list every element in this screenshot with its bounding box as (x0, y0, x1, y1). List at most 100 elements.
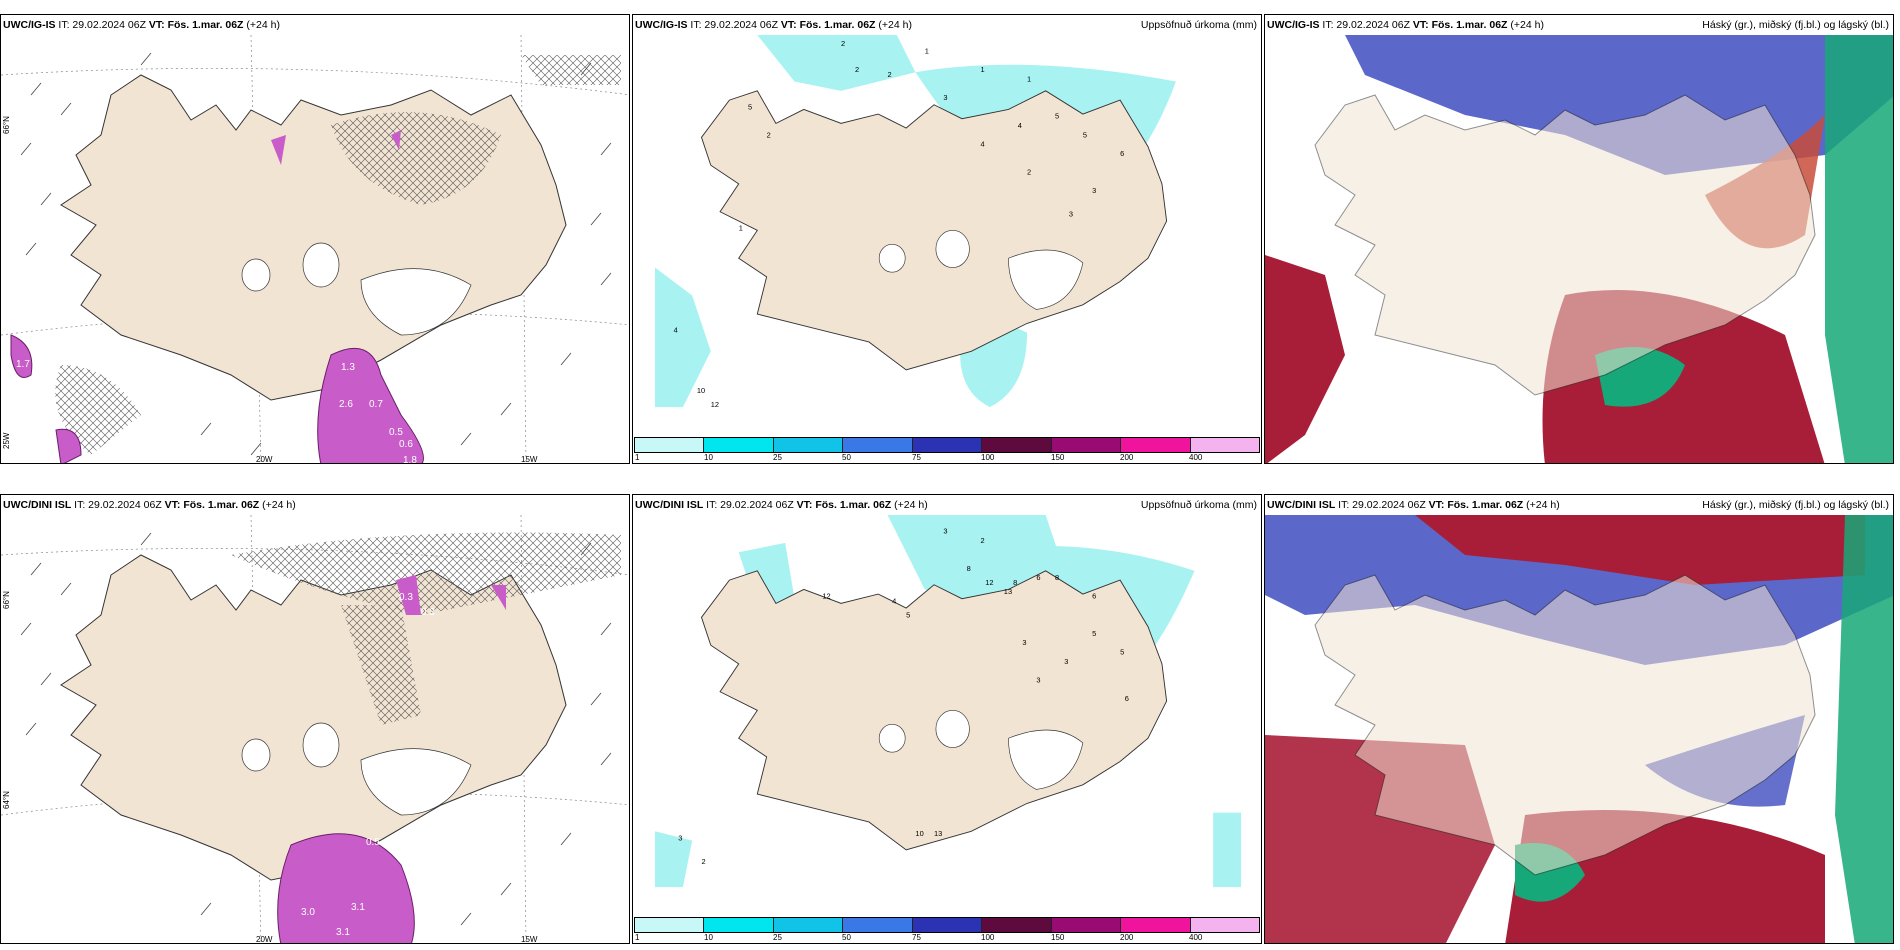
precip-value: 8 (967, 564, 971, 573)
valid-label: VT: (796, 499, 813, 511)
lon-label: 25W (2, 432, 11, 449)
precip-value: 12 (822, 592, 830, 601)
precip-value: 6 (1125, 694, 1129, 703)
valid-time: Fös. 1.mar. 06Z (799, 19, 876, 31)
snow-value: 1.8 (403, 455, 417, 464)
iceland-land (700, 570, 1168, 851)
lon-label: 20W (256, 935, 273, 944)
precip-value: 2 (1027, 168, 1031, 177)
snow-value: 0.7 (369, 399, 383, 410)
precip-value: 5 (1055, 112, 1059, 121)
precip-value: 3 (943, 527, 947, 536)
precip-value: 5 (906, 610, 910, 619)
precip-title: Uppsöfnuð úrkoma (mm) (1140, 499, 1257, 511)
iceland-land (60, 74, 567, 401)
precip-value: 6 (1092, 592, 1096, 601)
panel-header: UWC/DINI ISL IT: 29.02.2024 06Z VT: Fös.… (1267, 499, 1560, 511)
precip-value: 5 (748, 102, 752, 111)
precip-value: 2 (767, 130, 771, 139)
precip-map: 2 2 2 1 1 1 3 4 5 6 4 5 3 3 2 2 1 10 12 … (654, 35, 1176, 409)
init-time: IT: 29.02.2024 06Z (1338, 499, 1426, 511)
cloud-title: Háský (gr.), miðský (fj.bl.) og lágský (… (1702, 499, 1889, 511)
panel-wind-top: UWC/IG-IS IT: 29.02.2024 06Z VT: Fös. 1.… (0, 14, 630, 464)
snow-value: 0.3 (421, 607, 435, 618)
panel-precip-bottom: UWC/DINI ISL IT: 29.02.2024 06Z VT: Fös.… (632, 494, 1262, 944)
wind-barbs (20, 532, 612, 926)
precip-value: 3 (678, 834, 682, 843)
iceland-land (1314, 94, 1816, 396)
precip-value: 4 (892, 596, 896, 605)
wind-map: 1.3 2.6 0.7 0.5 0.6 1.8 1.7 66°N 20W 15W… (1, 35, 629, 464)
valid-time: Fös. 1.mar. 06Z (1431, 19, 1508, 31)
precip-value: 12 (711, 400, 719, 409)
iceland-land (1314, 574, 1816, 876)
panel-header: UWC/IG-IS IT: 29.02.2024 06Z VT: Fös. 1.… (1267, 19, 1544, 31)
precip-value: 2 (841, 39, 845, 48)
snow-area (277, 833, 415, 943)
cloud-title: Háský (gr.), miðský (fj.bl.) og lágský (… (1702, 19, 1889, 31)
precip-value: 12 (985, 578, 993, 587)
panel-cloud-top: UWC/IG-IS IT: 29.02.2024 06Z VT: Fös. 1.… (1264, 14, 1894, 464)
snow-value: 3.1 (336, 927, 350, 938)
panel-header: UWC/DINI ISL IT: 29.02.2024 06Z VT: Fös.… (3, 499, 296, 511)
snow-value: 1.7 (16, 359, 30, 370)
valid-label: VT: (148, 19, 165, 31)
model-name: UWC/IG-IS (1267, 19, 1320, 31)
precip-colorbar (634, 437, 1260, 453)
init-time: IT: 29.02.2024 06Z (74, 499, 162, 511)
panel-cloud-bottom: UWC/DINI ISL IT: 29.02.2024 06Z VT: Fös.… (1264, 494, 1894, 944)
iceland-land (60, 554, 567, 881)
lat-label: 66°N (2, 116, 11, 134)
precip-value: 6 (1120, 149, 1124, 158)
precip-value: 3 (1092, 186, 1096, 195)
snow-value: 3.0 (301, 907, 315, 918)
lead-time: (+24 h) (246, 19, 280, 31)
precip-value: 4 (674, 326, 678, 335)
precip-value: 3 (943, 93, 947, 102)
precip-values: 2 2 2 1 1 1 3 4 5 6 4 5 3 3 2 2 1 10 12 … (674, 39, 1125, 409)
init-time: IT: 29.02.2024 06Z (1322, 19, 1410, 31)
snow-value: 0.6 (399, 439, 413, 450)
init-time: IT: 29.02.2024 06Z (58, 19, 146, 31)
wind-barbs (20, 52, 612, 456)
precip-value: 10 (915, 829, 923, 838)
iceland-land (700, 90, 1168, 371)
valid-label: VT: (1412, 19, 1429, 31)
precip-value: 10 (697, 386, 705, 395)
precip-value: 3 (1069, 209, 1073, 218)
precip-value: 1 (1027, 75, 1031, 84)
snow-value: 3.1 (351, 902, 365, 913)
valid-label: VT: (780, 19, 797, 31)
precip-value: 8 (1055, 573, 1059, 582)
precip-value: 3 (1022, 638, 1026, 647)
precip-value: 1 (925, 47, 929, 56)
snow-value: 0.3 (399, 592, 413, 603)
lon-label: 20W (256, 455, 273, 464)
valid-time: Fös. 1.mar. 06Z (183, 499, 260, 511)
precip-value: 1 (981, 65, 985, 74)
precip-value: 2 (981, 536, 985, 545)
init-time: IT: 29.02.2024 06Z (690, 19, 778, 31)
model-name: UWC/DINI ISL (1267, 499, 1336, 511)
colorbar-labels: 1 10 25 50 75 100 150 200 400 (635, 453, 1203, 462)
precip-value: 13 (934, 829, 942, 838)
valid-time: Fös. 1.mar. 06Z (1447, 499, 1524, 511)
precip-title: Uppsöfnuð úrkoma (mm) (1140, 19, 1257, 31)
precip-map: 3 2 8 8 6 12 4 5 12 13 8 6 5 3 5 6 3 3 1… (654, 515, 1242, 888)
lead-time: (+24 h) (894, 499, 928, 511)
precip-value: 2 (888, 70, 892, 79)
model-name: UWC/DINI ISL (3, 499, 72, 511)
lead-time: (+24 h) (878, 19, 912, 31)
lon-label: 15W (521, 455, 538, 464)
valid-label: VT: (164, 499, 181, 511)
panel-header: UWC/IG-IS IT: 29.02.2024 06Z VT: Fös. 1.… (3, 19, 280, 31)
precip-values: 3 2 8 8 6 12 4 5 12 13 8 6 5 3 5 6 3 3 1… (678, 527, 1129, 866)
valid-label: VT: (1428, 499, 1445, 511)
snow-value: 0.5 (389, 427, 403, 438)
precip-value: 5 (1120, 648, 1124, 657)
lat-label: 64°N (2, 791, 11, 809)
cloud-map (1265, 515, 1893, 943)
precip-value: 4 (981, 140, 985, 149)
panel-header: UWC/IG-IS IT: 29.02.2024 06Z VT: Fös. 1.… (635, 19, 912, 31)
model-name: UWC/IG-IS (635, 19, 688, 31)
